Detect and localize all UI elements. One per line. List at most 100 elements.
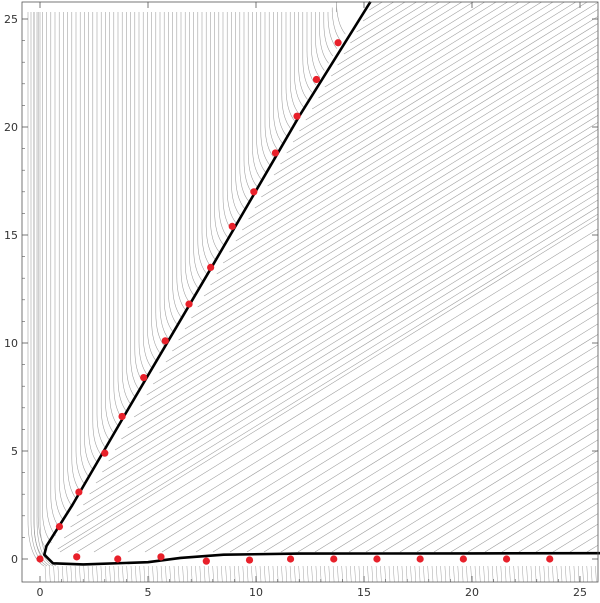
streamline: [470, 565, 472, 582]
streamline: [178, 565, 180, 582]
data-point: [286, 555, 295, 563]
points-layer: [36, 39, 554, 565]
streamline: [134, 12, 145, 384]
streamline: [433, 449, 598, 553]
streamline: [483, 565, 485, 582]
streamline: [328, 565, 331, 582]
data-point: [373, 555, 381, 563]
streamline: [70, 565, 73, 582]
streamline: [33, 12, 44, 558]
data-point: [228, 222, 236, 230]
streamline: [182, 565, 184, 582]
streamline: [331, 2, 452, 77]
streamline: [130, 12, 140, 391]
y-tick-label: 15: [4, 229, 18, 242]
streamline: [248, 2, 598, 220]
streamline: [543, 565, 546, 582]
streamline: [509, 565, 511, 582]
streamline: [203, 565, 206, 582]
streamline: [382, 418, 598, 553]
streamline: [229, 323, 598, 553]
streamline: [238, 565, 240, 582]
streamline: [310, 12, 321, 78]
streamline: [114, 150, 598, 451]
streamline: [61, 565, 64, 582]
streamline: [214, 12, 224, 246]
streamline: [197, 58, 598, 308]
streamline: [71, 12, 82, 493]
streamline: [208, 565, 210, 582]
data-point: [245, 556, 254, 564]
streamline: [324, 2, 463, 88]
streamline: [152, 565, 154, 582]
data-point: [36, 555, 44, 563]
streamline: [159, 12, 170, 340]
streamline: [302, 12, 313, 93]
streamline: [173, 565, 176, 582]
streamline: [127, 136, 598, 429]
streamline: [74, 565, 77, 582]
streamline: [298, 565, 300, 582]
streamline: [311, 2, 486, 110]
streamline: [268, 565, 270, 582]
data-point: [202, 557, 210, 565]
streamline: [504, 565, 507, 582]
streamline: [367, 565, 369, 582]
streamline: [168, 12, 178, 326]
streamline: [49, 565, 51, 582]
streamline: [210, 44, 598, 286]
streamline: [500, 565, 503, 582]
streamline: [169, 565, 171, 582]
streamline: [142, 12, 153, 369]
streamline: [242, 565, 245, 582]
x-tick-label: 0: [37, 586, 44, 599]
streamline: [122, 565, 124, 582]
x-tick-label: 20: [465, 586, 479, 599]
streamline: [260, 12, 271, 166]
streamline: [305, 2, 497, 121]
streamline: [539, 565, 541, 582]
streamline: [264, 12, 275, 158]
streamline: [416, 439, 598, 553]
streamline: [315, 565, 318, 582]
boundary-curve: [43, 1, 600, 566]
streamline: [294, 565, 296, 582]
streamline: [113, 565, 116, 582]
streamline: [418, 565, 421, 582]
streamline: [246, 565, 249, 582]
streamline: [289, 565, 292, 582]
streamline: [87, 565, 90, 582]
streamline: [294, 12, 304, 108]
streamline: [93, 239, 598, 553]
streamline: [216, 37, 598, 275]
streamline: [272, 565, 275, 582]
streamline: [92, 565, 94, 582]
streamline: [280, 355, 598, 553]
streamline: [547, 565, 550, 582]
plot-frame: [21, 1, 599, 583]
streamline: [121, 143, 598, 440]
streamline: [160, 565, 163, 582]
data-point: [271, 149, 280, 157]
streamline: [457, 565, 460, 582]
streamline: [590, 565, 593, 582]
streamline: [195, 565, 197, 582]
streamline: [299, 2, 508, 132]
streamline: [138, 12, 149, 376]
streamline: [53, 565, 55, 582]
streamline: [135, 565, 137, 582]
streamline: [251, 565, 253, 582]
y-tick-label: 25: [4, 13, 18, 26]
streamline: [63, 12, 73, 507]
streamline: [37, 12, 48, 551]
streamline: [121, 12, 132, 405]
streamline: [225, 565, 227, 582]
streamline: [306, 12, 317, 86]
streamline: [560, 565, 563, 582]
streamline: [147, 12, 157, 362]
streamline: [67, 12, 77, 500]
streamline: [276, 565, 279, 582]
streamline: [517, 565, 520, 582]
streamline: [440, 565, 442, 582]
streamline: [218, 12, 229, 238]
